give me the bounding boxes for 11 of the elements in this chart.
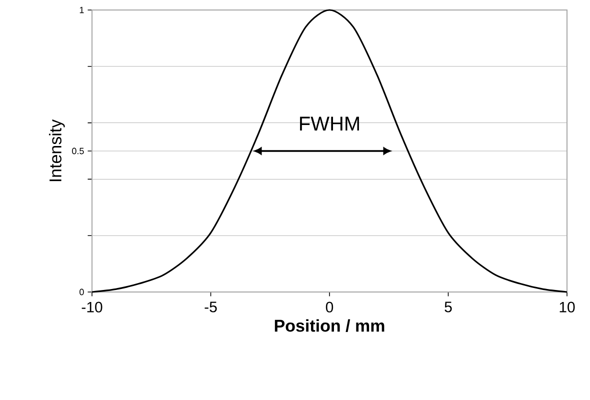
x-tick-label: 10 [560, 302, 575, 312]
y-axis-title: Intensity [48, 119, 65, 182]
x-tick-label: -10 [82, 302, 102, 312]
y-tick-label: 1 [80, 6, 84, 14]
y-tick-label: 0 [80, 288, 84, 296]
x-tick-label: 5 [444, 302, 452, 312]
x-tick-label: 0 [326, 302, 334, 312]
x-axis-title: Position / mm [274, 319, 384, 332]
x-tick-label: -5 [204, 302, 217, 312]
annotation: FWHM [300, 116, 359, 131]
y-tick-label: 0.5 [72, 148, 84, 154]
